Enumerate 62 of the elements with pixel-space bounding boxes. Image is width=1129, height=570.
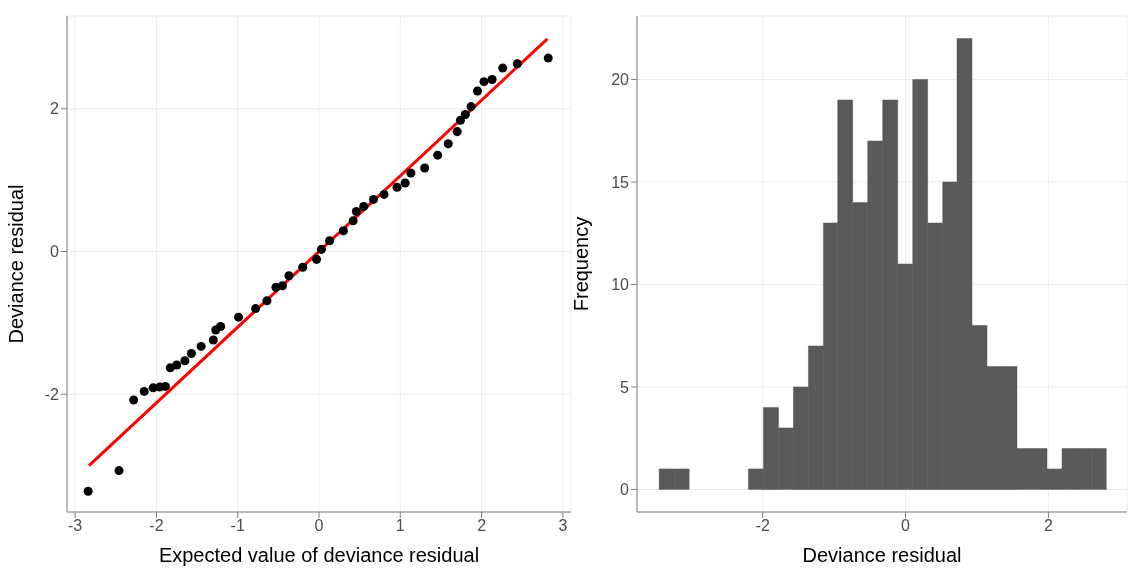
x-tick-label: 0 xyxy=(901,517,911,535)
point xyxy=(498,63,508,73)
y-axis-title: Frequency xyxy=(570,216,593,312)
x-axis-title: Expected value of deviance residual xyxy=(158,544,480,566)
point xyxy=(379,189,389,199)
x-tick-label: 2 xyxy=(1043,517,1053,535)
point xyxy=(129,395,139,405)
point xyxy=(186,349,196,359)
point xyxy=(208,335,218,345)
point xyxy=(348,216,358,226)
point xyxy=(172,360,182,370)
point xyxy=(443,139,453,149)
point xyxy=(325,236,335,246)
point xyxy=(479,77,489,87)
point xyxy=(512,59,522,69)
x-tick-label: -2 xyxy=(755,517,770,535)
x-tick-label: 2 xyxy=(477,517,487,535)
x-tick-label: -3 xyxy=(68,517,83,535)
x-tick-label: 0 xyxy=(314,517,324,535)
point xyxy=(338,226,348,236)
x-tick-label: 1 xyxy=(395,517,405,535)
point xyxy=(234,312,244,322)
point xyxy=(460,109,470,119)
point xyxy=(400,178,410,188)
point xyxy=(180,356,190,366)
point xyxy=(216,321,226,331)
point xyxy=(251,304,261,314)
point xyxy=(351,207,361,217)
point xyxy=(392,182,402,192)
y-tick-label: 0 xyxy=(50,243,60,261)
y-tick-label: 15 xyxy=(611,173,630,191)
point xyxy=(284,271,294,281)
point xyxy=(368,194,378,204)
y-tick-label: 2 xyxy=(50,100,60,118)
point xyxy=(473,86,483,96)
y-axis-title: Deviance residual xyxy=(5,184,28,344)
point xyxy=(487,75,497,85)
point xyxy=(433,150,443,160)
point xyxy=(298,262,308,272)
x-tick-label: -1 xyxy=(230,517,245,535)
point xyxy=(316,244,326,254)
y-tick-label: 0 xyxy=(620,481,630,499)
y-tick-label: -2 xyxy=(44,385,60,403)
point xyxy=(452,127,462,137)
point xyxy=(114,466,124,476)
x-tick-label: 3 xyxy=(558,517,568,535)
point xyxy=(420,163,430,173)
point xyxy=(262,296,272,306)
y-tick-label: 20 xyxy=(611,71,630,89)
point xyxy=(196,341,206,351)
point xyxy=(466,102,476,112)
point xyxy=(312,254,322,264)
point xyxy=(139,386,149,396)
x-axis-title: Deviance residual xyxy=(802,544,962,566)
point xyxy=(359,202,369,212)
y-tick-label: 10 xyxy=(611,276,630,294)
point xyxy=(406,168,416,178)
point xyxy=(277,281,287,291)
y-tick-label: 5 xyxy=(620,378,630,396)
x-tick-label: -2 xyxy=(149,517,164,535)
point xyxy=(83,486,93,496)
point xyxy=(543,53,553,63)
